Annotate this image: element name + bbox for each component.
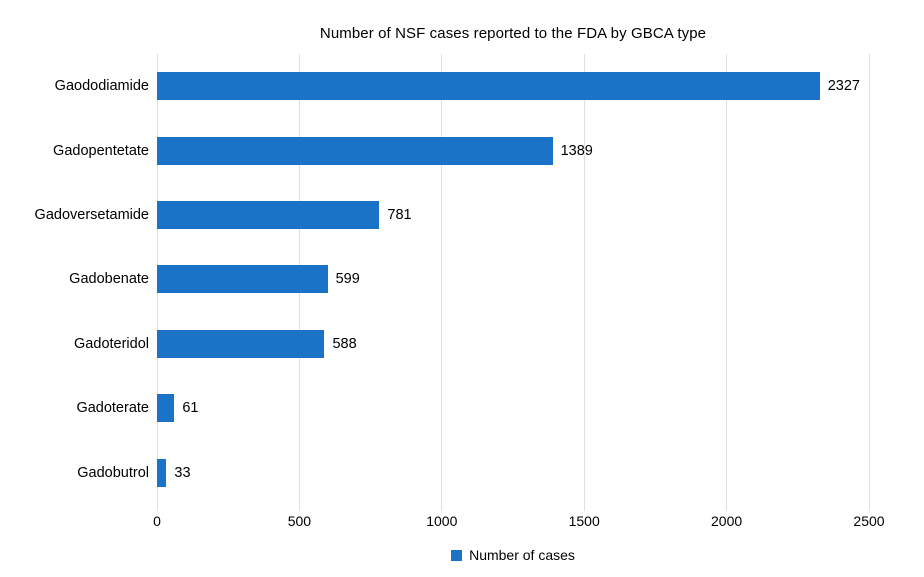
category-label: Gadoversetamide (34, 207, 149, 224)
bar-track: 2327 (157, 72, 869, 101)
bar-track: 781 (157, 201, 869, 230)
bar (157, 458, 167, 487)
bar-row: Gaododiamide 2327 (0, 54, 869, 118)
gridline (726, 54, 728, 511)
value-label: 2327 (827, 78, 860, 95)
gridline (868, 54, 870, 511)
x-axis-tick-label: 2000 (711, 513, 743, 529)
value-label: 588 (332, 335, 357, 352)
gridline (583, 54, 585, 511)
bar-row: Gadoversetamide 781 (0, 183, 869, 247)
bar-track: 61 (157, 394, 869, 423)
bar-row: Gadopentetate 1389 (0, 118, 869, 182)
category-label: Gadoterate (76, 400, 149, 417)
x-axis-tick-label: 500 (287, 513, 312, 529)
bar-track: 1389 (157, 136, 869, 165)
x-axis-tick-label: 2500 (853, 513, 885, 529)
x-axis: 0 500 1000 1500 2000 2500 (153, 513, 884, 531)
category-label: Gadobutrol (77, 464, 149, 481)
legend: Number of cases (157, 547, 869, 563)
bar-track: 33 (157, 458, 869, 487)
bar-track: 599 (157, 265, 869, 294)
bar (157, 136, 553, 165)
bar-row: Gadoteridol 588 (0, 312, 869, 376)
legend-swatch-icon (451, 549, 463, 561)
value-label: 61 (182, 400, 199, 417)
category-label: Gadopentetate (53, 142, 149, 159)
x-axis-tick-label: 1000 (426, 513, 458, 529)
value-label: 33 (174, 464, 191, 481)
bar (157, 265, 328, 294)
value-label: 1389 (560, 142, 593, 159)
bar-row: Gadobutrol 33 (0, 441, 869, 505)
bar-rows: Gaododiamide 2327 Gadopentetate 1389 Gadover… (0, 54, 869, 505)
bar (157, 72, 820, 101)
bar-row: Gadoterate 61 (0, 376, 869, 440)
value-label: 781 (387, 207, 412, 224)
bar (157, 329, 325, 358)
category-label: Gadoteridol (74, 335, 149, 352)
value-label: 599 (335, 271, 360, 288)
bar-track: 588 (157, 329, 869, 358)
chart-title: Number of NSF cases reported to the FDA … (319, 25, 707, 42)
bar-row: Gadobenate 599 (0, 247, 869, 311)
gridline (441, 54, 443, 511)
bar (157, 394, 175, 423)
category-label: Gadobenate (69, 271, 149, 288)
category-label: Gaododiamide (54, 78, 149, 95)
x-axis-tick-label: 0 (153, 513, 161, 529)
bar (157, 201, 380, 230)
legend-label: Number of cases (469, 547, 575, 563)
x-axis-tick-label: 1500 (568, 513, 600, 529)
